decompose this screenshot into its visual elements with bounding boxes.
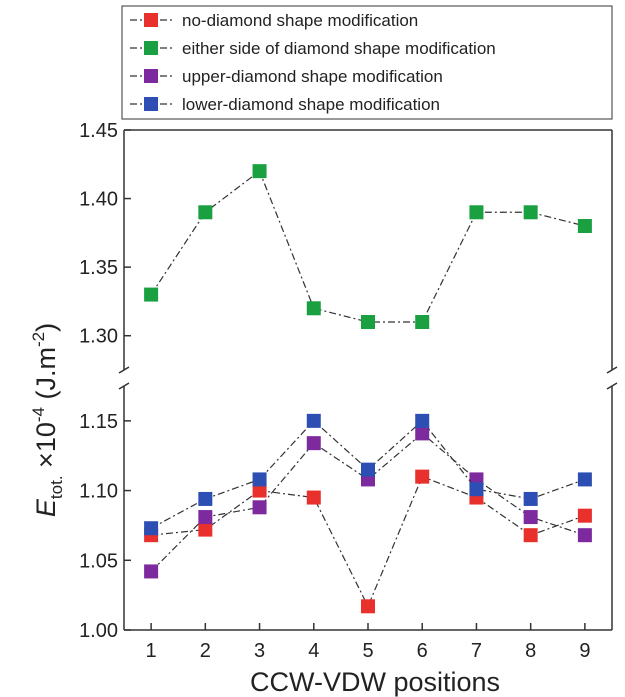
x-tick-label-2: 3 xyxy=(254,640,265,662)
series-2-point-8 xyxy=(523,205,538,220)
series-2 xyxy=(144,164,592,329)
x-tick-label-1: 2 xyxy=(200,640,211,662)
series-2-point-3 xyxy=(252,164,267,179)
y-tick-label-upper-3: 1.45 xyxy=(79,120,118,142)
x-tick-label-7: 8 xyxy=(525,640,536,662)
legend-marker-1 xyxy=(144,13,158,27)
series-3-point-8 xyxy=(523,510,538,525)
series-1-point-4 xyxy=(306,490,321,505)
legend-entry-4: lower-diamond shape modification xyxy=(130,95,440,114)
series-1-point-3 xyxy=(252,483,267,498)
break-mark-right-lower xyxy=(606,382,618,390)
series-2-point-6 xyxy=(415,315,430,329)
series-3-line xyxy=(150,432,586,572)
y-axis-title-symbol: E xyxy=(31,498,61,517)
series-4-point-7 xyxy=(469,482,484,497)
series-3-point-3 xyxy=(252,500,267,515)
y-tick-label-upper-1: 1.35 xyxy=(79,257,118,279)
plot-frame xyxy=(123,129,613,631)
series-1-point-6 xyxy=(415,469,430,484)
x-axis-title: CCW-VDW positions xyxy=(250,667,500,697)
series-1 xyxy=(144,469,592,614)
y-tick-label-lower-1: 1.05 xyxy=(79,550,118,572)
x-tick-label-6: 7 xyxy=(471,640,482,662)
legend: no-diamond shape modification either sid… xyxy=(121,5,613,120)
axis-break-markers xyxy=(118,366,618,390)
series-2-point-7 xyxy=(469,205,484,220)
series-4-point-2 xyxy=(198,491,213,506)
break-mark-right-upper xyxy=(606,366,618,374)
y-axis-title-exponent: -4 xyxy=(29,407,48,422)
series-4-point-1 xyxy=(144,521,159,536)
legend-label-1: no-diamond shape modification xyxy=(182,11,418,30)
series-1-point-5 xyxy=(361,599,375,614)
y-axis-title-multiplier: ×10 xyxy=(31,422,61,475)
break-mark-left-upper xyxy=(118,366,130,374)
series-2-line xyxy=(150,170,586,323)
series-4-point-9 xyxy=(577,472,592,487)
series-1-point-9 xyxy=(577,508,592,523)
legend-label-3: upper-diamond shape modification xyxy=(182,67,443,86)
series-4-point-6 xyxy=(415,413,430,428)
x-tick-label-8: 9 xyxy=(579,640,590,662)
y-axis-title-close: ) xyxy=(31,323,61,332)
y-axis-title-unit: (J.m xyxy=(31,347,61,407)
y-tick-label-lower-2: 1.10 xyxy=(79,481,118,503)
legend-label-2: either side of diamond shape modificatio… xyxy=(182,39,496,58)
legend-box xyxy=(121,5,613,120)
legend-marker-4 xyxy=(144,97,158,111)
series-4-point-5 xyxy=(361,462,375,477)
legend-marker-2 xyxy=(144,41,158,55)
series-4-point-3 xyxy=(252,472,267,487)
series-3-point-1 xyxy=(144,564,159,579)
y-tick-label-upper-0: 1.30 xyxy=(79,326,118,348)
x-tick-label-4: 5 xyxy=(362,640,373,662)
x-axis-ticks: 1 2 3 4 5 6 7 8 9 xyxy=(146,623,590,662)
series-1-line xyxy=(151,475,586,608)
series-1-point-8 xyxy=(523,528,538,543)
y-tick-label-lower-3: 1.15 xyxy=(79,411,118,433)
series-2-point-9 xyxy=(577,219,592,233)
series-4-point-8 xyxy=(523,491,538,506)
series-2-point-5 xyxy=(361,315,375,329)
y-axis-title-unit-exponent: -2 xyxy=(29,332,48,347)
legend-entry-2: either side of diamond shape modificatio… xyxy=(130,39,496,58)
y-axis-title-subscript: tot. xyxy=(47,475,66,499)
series-4 xyxy=(144,413,592,536)
series-2-point-1 xyxy=(144,287,159,302)
break-mark-left-lower xyxy=(118,382,130,390)
series-3-point-2 xyxy=(198,510,213,525)
x-tick-label-3: 4 xyxy=(308,640,319,662)
series-3-point-6 xyxy=(415,426,430,441)
legend-entry-3: upper-diamond shape modification xyxy=(130,67,443,86)
y-axis-title-text: Etot. ×10-4 (J.m-2) xyxy=(29,323,66,517)
series-3 xyxy=(144,426,592,579)
series-3-point-9 xyxy=(577,528,592,543)
series-1-point-2 xyxy=(198,522,213,537)
series-layer xyxy=(144,164,592,614)
y-tick-label-upper-2: 1.40 xyxy=(79,189,118,211)
x-tick-label-0: 1 xyxy=(146,640,157,662)
series-3-point-4 xyxy=(306,436,321,451)
series-4-point-4 xyxy=(306,413,321,428)
x-tick-label-5: 6 xyxy=(417,640,428,662)
series-2-point-4 xyxy=(306,301,321,316)
y-axis-title: Etot. ×10-4 (J.m-2) xyxy=(29,323,66,517)
y-axis-ticks: 1.30 1.35 1.40 1.45 1.00 1.05 1.10 1.15 xyxy=(79,120,131,642)
y-tick-label-lower-0: 1.00 xyxy=(79,620,118,642)
legend-entry-1: no-diamond shape modification xyxy=(130,11,418,30)
series-2-point-2 xyxy=(198,205,213,220)
legend-label-4: lower-diamond shape modification xyxy=(182,95,440,114)
legend-marker-3 xyxy=(144,69,158,83)
